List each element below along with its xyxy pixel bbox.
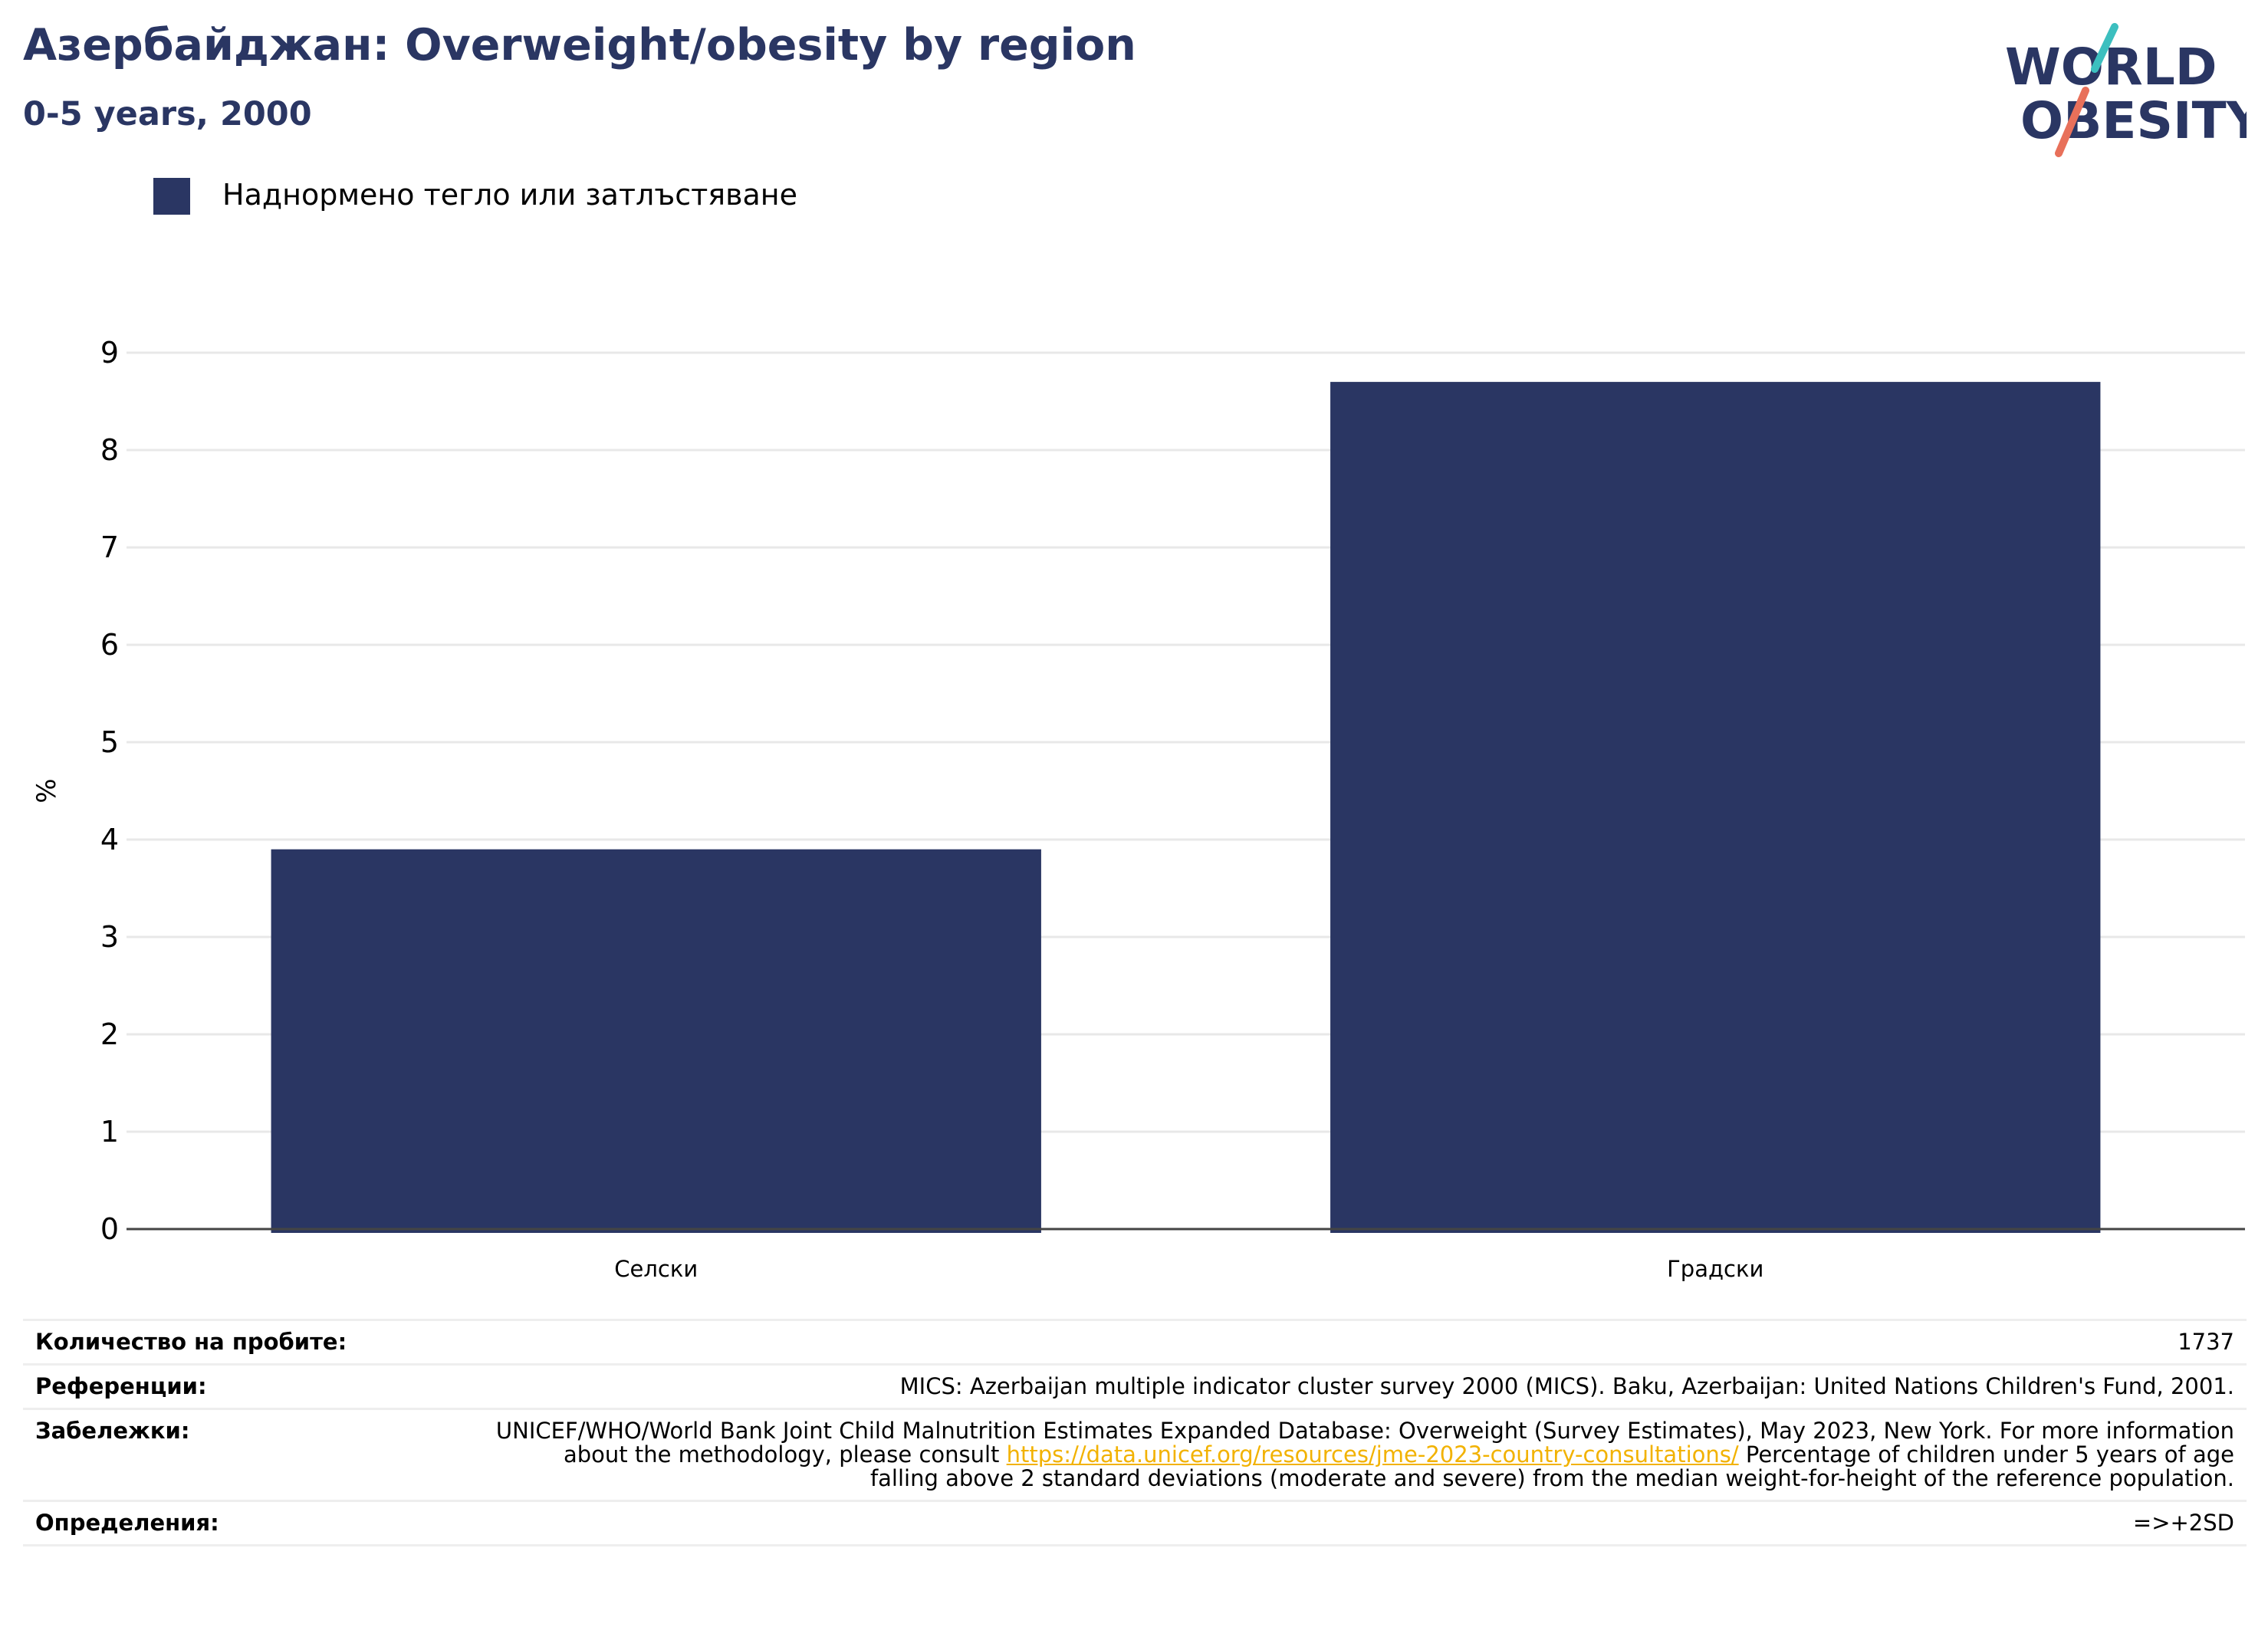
x-axis-ticks: Селски Градски [614,1256,1763,1282]
legend-swatch [153,178,190,215]
chart-subtitle: 0-5 years, 2000 [23,95,312,133]
definitions-label: Определения: [35,1510,219,1536]
notes-label: Забележки: [35,1418,190,1444]
bar-chart: 0 1 2 3 4 5 6 7 8 9 Селски Градски % [31,336,2245,1282]
y-axis-label: % [31,778,62,803]
notes-text-after: Percentage of children under 5 years of … [869,1441,2234,1491]
logo-slash-bottom [2055,87,2089,157]
bar [271,849,1041,1233]
sample-size-label: Количество на пробите: [35,1329,347,1355]
world-obesity-logo: WORLD OBESITY [2005,23,2247,157]
bar [1330,382,2101,1234]
info-row-references: Референции: MICS: Azerbaijan multiple in… [23,1364,2247,1409]
y-tick-label: 1 [100,1115,119,1149]
y-tick-label: 9 [100,336,119,370]
y-tick-label: 5 [100,725,119,759]
chart-title: Азербайджан: Overweight/obesity by regio… [23,20,1136,71]
y-axis-ticks: 0 1 2 3 4 5 6 7 8 9 [100,336,119,1246]
notes-text-before: UNICEF/WHO/World Bank Joint Child Malnut… [495,1418,2234,1468]
logo-word-obesity: OBESITY [2020,91,2247,150]
x-tick-label: Градски [1667,1256,1763,1282]
info-row-definitions: Определения: =>+2SD [23,1500,2247,1546]
logo-slash-top [2091,23,2118,73]
x-tick-label: Селски [614,1256,698,1282]
bars [271,382,2101,1234]
notes-link[interactable]: https://data.unicef.org/resources/jme-20… [1006,1441,1739,1468]
y-tick-label: 8 [100,433,119,467]
legend-label: Наднормено тегло или затлъстяване [222,178,797,212]
definitions-value: =>+2SD [2132,1510,2234,1536]
references-label: Референции: [35,1373,207,1399]
y-tick-label: 4 [100,823,119,856]
y-tick-label: 6 [100,628,119,662]
logo-word-world: WORLD [2005,38,2217,97]
info-row-notes: Забележки: UNICEF/WHO/World Bank Joint C… [23,1408,2247,1501]
info-table: Количество на пробите: 1737 Референции: … [23,1319,2247,1546]
notes-value: UNICEF/WHO/World Bank Joint Child Malnut… [477,1409,2247,1501]
info-row-sample: Количество на пробите: 1737 [23,1320,2247,1365]
references-value: MICS: Azerbaijan multiple indicator clus… [899,1373,2234,1399]
y-tick-label: 7 [100,531,119,564]
y-tick-label: 2 [100,1017,119,1051]
sample-size-value: 1737 [2178,1329,2234,1355]
y-tick-label: 3 [100,920,119,954]
y-tick-label: 0 [100,1212,119,1246]
